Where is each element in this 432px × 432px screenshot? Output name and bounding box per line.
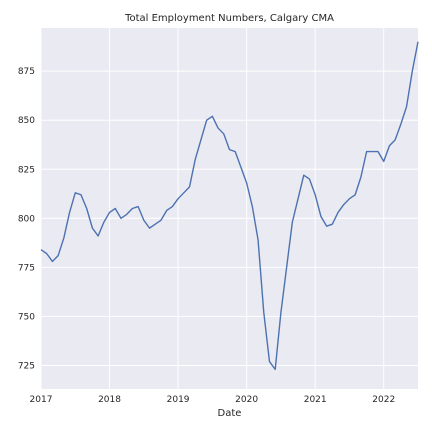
x-tick-label: 2017 bbox=[30, 395, 53, 405]
y-tick-label: 850 bbox=[18, 116, 35, 126]
y-tick-label: 775 bbox=[18, 263, 35, 273]
x-tick-label: 2020 bbox=[235, 395, 258, 405]
y-tick-label: 750 bbox=[18, 312, 35, 322]
chart-title: Total Employment Numbers, Calgary CMA bbox=[124, 13, 334, 24]
x-axis-title: Date bbox=[218, 408, 242, 419]
series-line-0 bbox=[40, 41, 419, 371]
y-tick-label: 825 bbox=[18, 165, 35, 175]
series-lines bbox=[40, 41, 419, 371]
y-tick-label: 875 bbox=[18, 67, 35, 77]
y-tick-label: 800 bbox=[18, 214, 35, 224]
x-axis-ticks: 2017 2018 2019 2020 2021 2022 bbox=[30, 395, 396, 405]
plot-area bbox=[41, 28, 418, 389]
x-tick-label: 2022 bbox=[372, 395, 395, 405]
y-tick-label: 725 bbox=[18, 361, 35, 371]
y-axis-ticks: 725 750 775 800 825 850 875 bbox=[18, 67, 35, 371]
x-tick-label: 2019 bbox=[167, 395, 190, 405]
x-tick-label: 2018 bbox=[98, 395, 121, 405]
x-tick-label: 2021 bbox=[304, 395, 327, 405]
gridlines bbox=[40, 28, 418, 389]
